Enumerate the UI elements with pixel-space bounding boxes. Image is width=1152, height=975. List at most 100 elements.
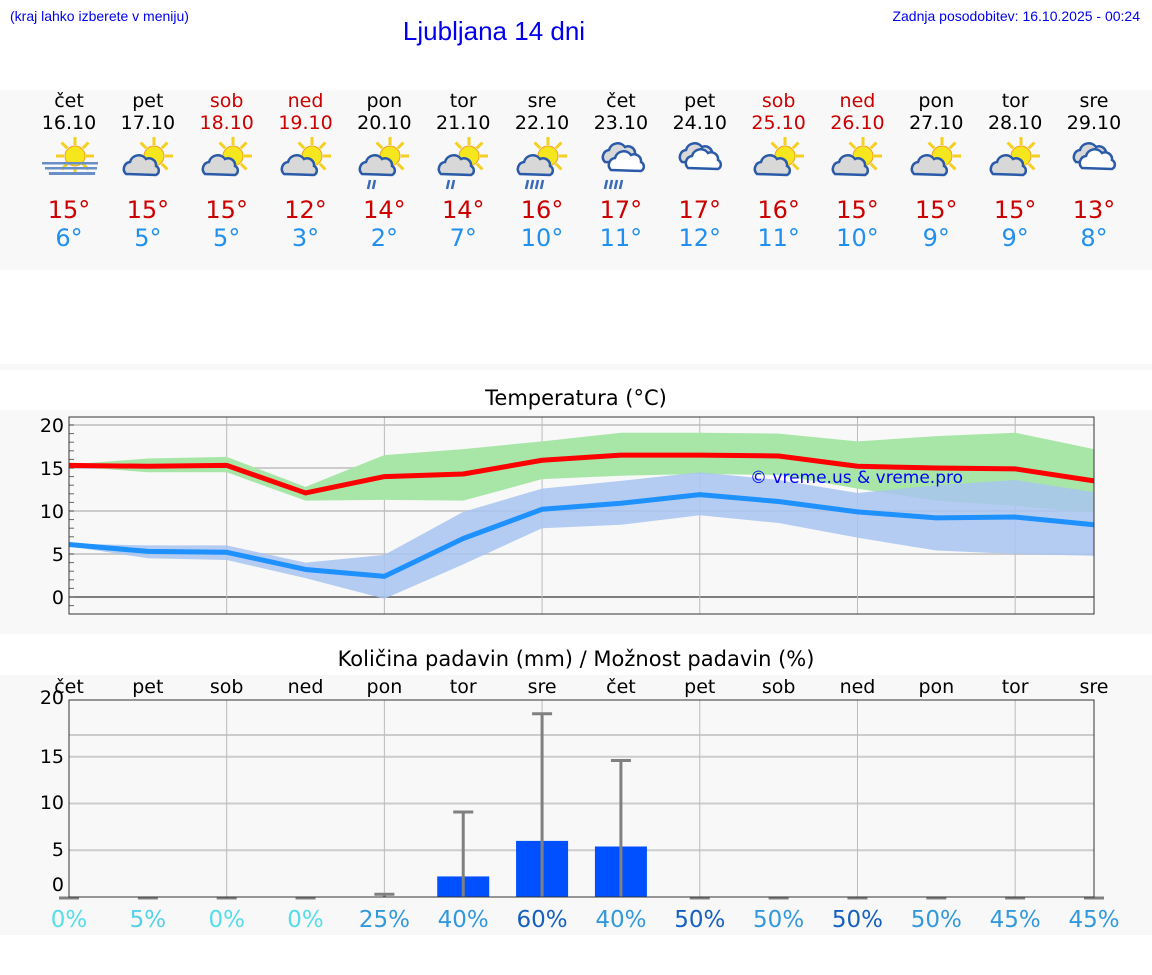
day-label: sre: [528, 676, 557, 698]
min-temp: 9°: [922, 224, 950, 252]
day-forecast: ned 26.10 15° 10°: [817, 90, 897, 252]
precip-probability: 0%: [51, 907, 88, 933]
max-temp: 15°: [47, 196, 91, 224]
min-temp: 10°: [836, 224, 879, 252]
max-temp: 16°: [520, 196, 564, 224]
partly-cloudy-icon: [280, 137, 331, 177]
min-temp: 11°: [599, 224, 643, 252]
day-forecast: pet 24.10 17° 12°: [660, 90, 740, 252]
y-tick-label: 5: [52, 544, 64, 566]
day-name: sre: [527, 90, 557, 112]
partly-cloudy-light-rain-icon: [437, 137, 489, 190]
plot-frame: [68, 699, 1095, 898]
day-name: pet: [684, 90, 716, 112]
day-date: 23.10: [593, 112, 649, 134]
day-date: 25.10: [751, 112, 806, 134]
day-forecast: tor 21.10 14° 7°: [423, 90, 503, 252]
precip-probability: 50%: [911, 907, 962, 933]
day-name: tor: [1001, 90, 1029, 112]
day-name: ned: [287, 90, 324, 112]
day-label: pet: [132, 676, 163, 698]
partly-cloudy-icon: [122, 137, 173, 177]
y-tick-label: 5: [52, 839, 64, 861]
day-date: 22.10: [514, 112, 570, 134]
precip-probability: 40%: [595, 907, 646, 933]
band-0: [69, 432, 1094, 513]
partly-cloudy-icon: [201, 137, 252, 177]
y-tick-label: 20: [40, 415, 64, 437]
plot-frame: [68, 416, 1095, 615]
y-tick-label: 10: [40, 792, 64, 814]
day-date: 21.10: [436, 112, 491, 134]
precip-probability: 60%: [517, 907, 568, 933]
max-temp: 15°: [205, 196, 248, 224]
day-date: 29.10: [1066, 112, 1122, 134]
y-tick-label: 15: [40, 458, 64, 480]
cloudy-icon: [1072, 142, 1117, 171]
precip-probability: 45%: [1068, 907, 1119, 933]
partly-cloudy-icon: [910, 137, 962, 177]
day-label: tor: [450, 676, 477, 698]
day-forecast: sre 29.10 13° 8°: [1054, 90, 1134, 252]
precip-probability: 50%: [832, 907, 883, 933]
max-temp: 17°: [599, 196, 643, 224]
min-temp: 2°: [370, 224, 399, 252]
precip-probability: 40%: [438, 907, 489, 933]
min-temp-line: [68, 492, 1095, 579]
max-temp: 12°: [284, 196, 327, 224]
partly-cloudy-rain-icon: [516, 137, 568, 190]
temperature-chart-title: Temperatura (°C): [485, 386, 667, 410]
day-forecast: tor 28.10 15° 9°: [975, 90, 1055, 252]
y-tick-label: 15: [40, 746, 64, 768]
day-label: čet: [606, 676, 636, 698]
max-temp: 17°: [678, 196, 722, 224]
day-name: sre: [1079, 90, 1109, 112]
separator: [0, 364, 1152, 370]
max-temp: 15°: [836, 196, 879, 224]
day-forecast: čet 23.10 17° 11°: [581, 90, 661, 252]
partly-cloudy-icon: [753, 137, 804, 177]
min-temp: 7°: [449, 224, 477, 252]
min-temp: 3°: [291, 224, 320, 252]
day-label: sre: [1080, 676, 1109, 698]
day-date: 17.10: [120, 112, 176, 134]
min-temp: 11°: [757, 224, 800, 252]
precip-probability: 0%: [208, 907, 245, 933]
day-name: tor: [449, 90, 477, 112]
day-date: 24.10: [672, 112, 727, 134]
day-date: 16.10: [41, 112, 97, 134]
y-tick-label: 20: [40, 687, 64, 709]
partly-cloudy-light-rain-icon: [358, 137, 410, 190]
min-temp: 8°: [1080, 224, 1108, 252]
precip-probability: 50%: [753, 907, 804, 933]
max-temp: 14°: [441, 196, 485, 224]
sun-fog-icon: [42, 137, 98, 175]
partly-cloudy-icon: [989, 137, 1041, 177]
day-label: ned: [288, 676, 324, 698]
day-forecast: sre 22.10 16° 10°: [502, 90, 582, 252]
day-date: 27.10: [909, 112, 964, 134]
min-temp: 5°: [134, 224, 162, 252]
day-name: sob: [209, 90, 244, 112]
precip-probability: 5%: [130, 907, 167, 933]
day-forecast: pon 20.10 14° 2°: [344, 90, 424, 252]
day-forecast: pon 27.10 15° 9°: [896, 90, 976, 252]
min-temp: 10°: [520, 224, 564, 252]
day-date: 18.10: [199, 112, 254, 134]
y-tick-label: 10: [40, 501, 64, 523]
precipitation-chart-title: Količina padavin (mm) / Možnost padavin …: [337, 647, 815, 671]
day-label: čet: [54, 676, 84, 698]
day-date: 20.10: [357, 112, 412, 134]
min-temp: 5°: [213, 224, 241, 252]
watermark: © vreme.us & vreme.pro: [750, 468, 963, 488]
day-label: pon: [367, 676, 403, 698]
day-name: pet: [132, 90, 164, 112]
day-label: ned: [840, 676, 876, 698]
daily-forecast: čet 16.10 15° 6° pet 17.10 15° 5° sob 18.1…: [0, 90, 1152, 270]
max-temp: 13°: [1072, 196, 1116, 224]
day-forecast: pet 17.10 15° 5°: [108, 90, 188, 252]
day-date: 19.10: [278, 112, 333, 134]
max-temp: 15°: [993, 196, 1037, 224]
day-name: ned: [839, 90, 876, 112]
